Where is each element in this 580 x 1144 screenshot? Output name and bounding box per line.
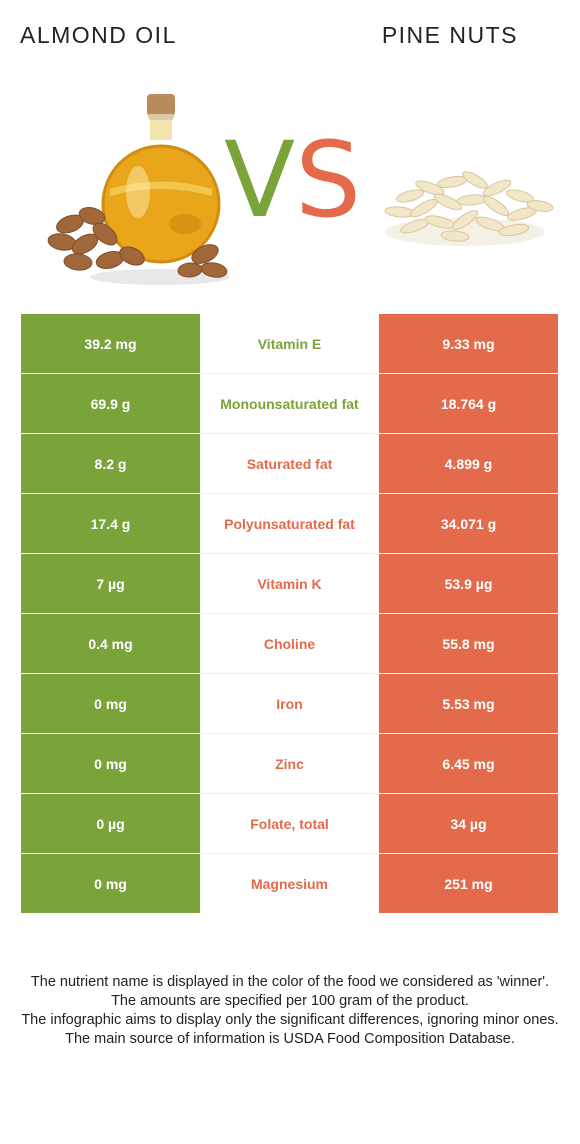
left-value: 0 mg [21,673,200,734]
nutrient-row: 0 mg Iron 5.53 mg [21,673,558,734]
left-value: 0.4 mg [21,613,200,674]
nutrient-comparison-table: 39.2 mg Vitamin E 9.33 mg 69.9 g Monounsatur… [21,314,558,914]
left-value: 7 µg [21,553,200,614]
nutrient-name: Monounsaturated fat [200,373,379,434]
left-value: 39.2 mg [21,314,200,374]
nutrient-row: 0 mg Zinc 6.45 mg [21,733,558,794]
right-value: 6.45 mg [379,733,558,794]
left-value: 0 mg [21,733,200,794]
right-value: 55.8 mg [379,613,558,674]
nutrient-name: Folate, total [200,793,379,854]
vs-letter-s: S [295,119,362,241]
almonds-image [47,207,228,278]
almond-oil-bottle-image [90,94,230,285]
nutrient-row: 39.2 mg Vitamin E 9.33 mg [21,314,558,374]
footer-note: The main source of information is USDA F… [65,1031,515,1047]
nutrient-name: Vitamin E [200,314,379,374]
right-value: 53.9 µg [379,553,558,614]
right-value: 9.33 mg [379,314,558,374]
left-value: 0 mg [21,853,200,914]
vs-letter-v: V [224,119,296,241]
nutrient-row: 0 µg Folate, total 34 µg [21,793,558,854]
footer-note: The amounts are specified per 100 gram o… [111,993,469,1009]
footer-notes: The nutrient name is displayed in the co… [14,973,566,1049]
pine-nuts-image [384,171,554,246]
nutrient-name: Choline [200,613,379,674]
nutrient-row: 8.2 g Saturated fat 4.899 g [21,433,558,494]
right-value: 34 µg [379,793,558,854]
right-value: 5.53 mg [379,673,558,734]
right-value: 18.764 g [379,373,558,434]
right-food-title: PINE NUTS [381,22,518,48]
nutrient-name: Vitamin K [200,553,379,614]
left-food-title: ALMOND OIL [20,22,177,48]
nutrient-name: Zinc [200,733,379,794]
right-value: 251 mg [379,853,558,914]
nutrient-row: 69.9 g Monounsaturated fat 18.764 g [21,373,558,434]
footer-note: The nutrient name is displayed in the co… [30,974,550,990]
left-value: 17.4 g [21,493,200,554]
nutrient-row: 0.4 mg Choline 55.8 mg [21,613,558,674]
right-value: 34.071 g [379,493,558,554]
left-value: 0 µg [21,793,200,854]
nutrient-row: 7 µg Vitamin K 53.9 µg [21,553,558,614]
footer-note: The infographic aims to display only the… [21,1012,559,1028]
vs-label: VS [224,128,361,232]
left-value: 69.9 g [21,373,200,434]
nutrient-row: 17.4 g Polyunsaturated fat 34.071 g [21,493,558,554]
nutrient-name: Saturated fat [200,433,379,494]
hero-illustration [47,94,554,285]
nutrient-name: Polyunsaturated fat [200,493,379,554]
nutrient-name: Magnesium [200,853,379,914]
nutrient-name: Iron [200,673,379,734]
right-value: 4.899 g [379,433,558,494]
nutrient-row: 0 mg Magnesium 251 mg [21,853,558,914]
left-value: 8.2 g [21,433,200,494]
